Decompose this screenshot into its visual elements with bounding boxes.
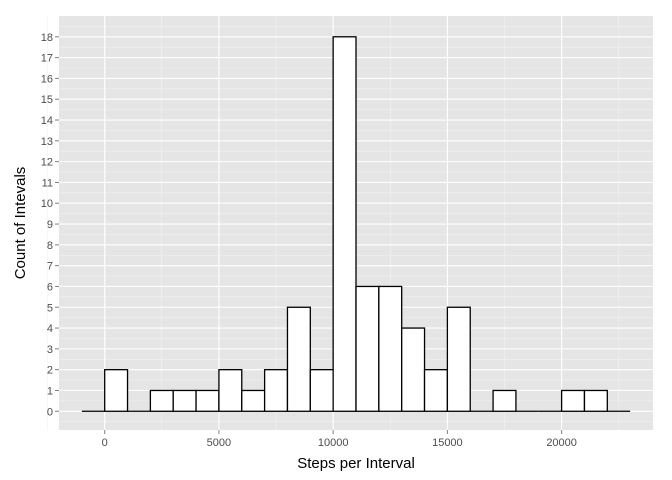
y-tick-label: 6: [47, 281, 53, 293]
histogram-bar: [195, 389, 220, 412]
histogram-bar: [446, 306, 471, 412]
histogram-bar: [309, 369, 334, 412]
histogram-bar: [149, 389, 174, 412]
y-tick-label: 8: [47, 240, 53, 252]
x-tick-label: 5000: [207, 437, 231, 449]
x-tick-label: 10000: [318, 437, 349, 449]
y-tick-label: 0: [47, 406, 53, 418]
y-axis-title: Count of Intevals: [12, 167, 29, 280]
x-axis-title: Steps per Interval: [297, 455, 415, 472]
histogram-bar: [218, 369, 243, 412]
histogram-bar: [241, 389, 266, 412]
y-tick-label: 4: [47, 323, 53, 335]
histogram-bar: [423, 369, 449, 412]
y-tick-label: 3: [47, 344, 53, 356]
x-tick-label: 15000: [432, 437, 463, 449]
histogram-bar: [332, 36, 357, 412]
y-tick-label: 2: [47, 365, 53, 377]
histogram-bar: [560, 389, 586, 412]
histogram-bar: [378, 285, 403, 412]
histogram-bar: [492, 389, 517, 412]
y-tick-label: 1: [47, 385, 53, 397]
histogram-bar: [583, 389, 608, 412]
histogram-bar: [172, 389, 197, 412]
y-tick-label: 18: [41, 32, 53, 44]
histogram-bar: [104, 369, 129, 412]
y-tick-label: 13: [41, 136, 53, 148]
y-tick-label: 12: [41, 157, 53, 169]
y-tick-label: 15: [41, 94, 53, 106]
y-tick-label: 14: [41, 115, 53, 127]
y-tick-label: 16: [41, 73, 53, 85]
x-tick-label: 0: [102, 437, 108, 449]
histogram-bar: [263, 369, 289, 412]
y-tick-label: 5: [47, 302, 53, 314]
y-tick-label: 10: [41, 198, 53, 210]
y-tick-label: 7: [47, 261, 53, 273]
histogram-bars: [81, 36, 631, 412]
histogram-bar: [286, 306, 311, 412]
y-tick-label: 9: [47, 219, 53, 231]
histogram-bar: [401, 327, 426, 412]
y-tick-label: 11: [42, 177, 53, 189]
x-axis-ticks: 0 5000 10000 15000 20000: [102, 430, 577, 449]
x-tick-label: 20000: [546, 437, 577, 449]
y-tick-label: 17: [41, 53, 53, 65]
histogram-bar: [355, 285, 380, 412]
